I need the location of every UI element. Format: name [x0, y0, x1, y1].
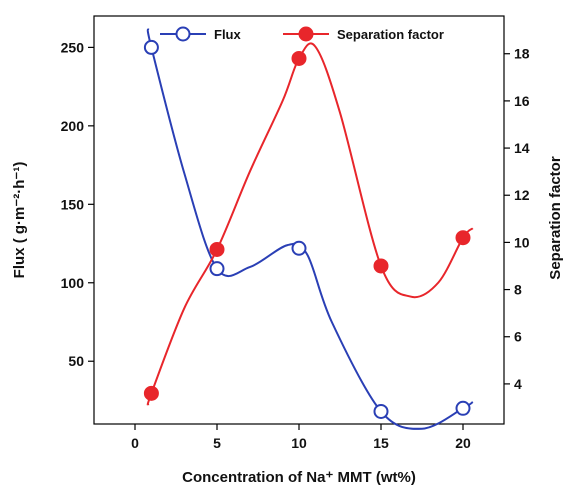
y2-tick-label: 4 — [514, 376, 522, 392]
y2-tick-label: 18 — [514, 46, 530, 62]
x-tick-label: 10 — [291, 435, 307, 451]
legend-label-flux: Flux — [214, 27, 241, 42]
y-axis-right: 4 6 8 10 12 14 16 18 — [504, 46, 530, 392]
y-axis-title: Flux ( g·m⁻²·h⁻¹) — [11, 162, 28, 279]
y2-tick-label: 6 — [514, 329, 522, 345]
y2-axis-title: Separation factor — [547, 156, 564, 280]
legend-label-separation-factor: Separation factor — [337, 27, 444, 42]
x-tick-label: 0 — [131, 435, 139, 451]
data-point-separation-factor — [455, 230, 471, 246]
data-point-separation-factor — [143, 385, 159, 401]
data-point-flux — [291, 240, 307, 256]
plot-frame — [93, 15, 505, 425]
x-tick-label: 15 — [373, 435, 389, 451]
data-point-flux — [373, 403, 389, 419]
y-tick-label: 100 — [61, 275, 85, 291]
y2-tick-label: 16 — [514, 93, 530, 109]
data-point-flux — [209, 261, 225, 277]
y2-tick-label: 14 — [514, 140, 530, 156]
x-axis: 0 5 10 15 20 — [131, 424, 471, 451]
series-layer — [143, 28, 474, 430]
x-axis-title: Concentration of Na⁺ MMT (wt%) — [182, 469, 416, 486]
y2-tick-label: 10 — [514, 234, 530, 250]
data-point-flux — [143, 39, 159, 55]
legend: Flux Separation factor — [160, 26, 444, 42]
y2-tick-label: 8 — [514, 282, 522, 298]
y-tick-label: 150 — [61, 196, 85, 212]
series-line-separation-factor — [146, 42, 474, 406]
data-point-flux — [455, 400, 471, 416]
y-tick-label: 50 — [68, 353, 84, 369]
x-tick-label: 5 — [213, 435, 221, 451]
data-point-separation-factor — [373, 258, 389, 274]
y2-tick-label: 12 — [514, 187, 530, 203]
series-line-flux — [146, 28, 474, 430]
y-axis-left: 50 100 150 200 250 — [61, 39, 94, 369]
y-tick-label: 200 — [61, 118, 85, 134]
x-tick-label: 20 — [455, 435, 471, 451]
legend-marker-separation-factor — [298, 26, 314, 42]
legend-marker-flux — [175, 26, 191, 42]
data-point-separation-factor — [209, 241, 225, 257]
data-point-separation-factor — [291, 50, 307, 66]
y-tick-label: 250 — [61, 39, 85, 55]
